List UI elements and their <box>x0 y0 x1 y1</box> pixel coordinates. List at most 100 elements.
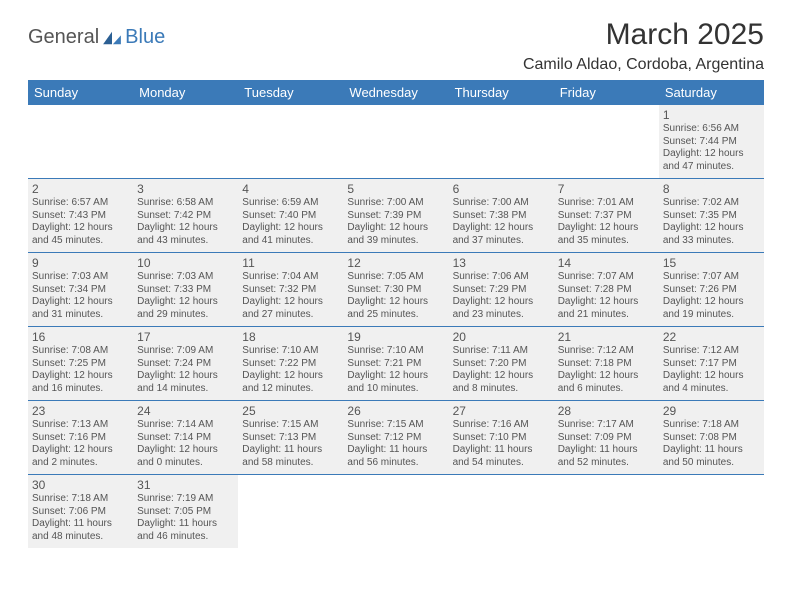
sunset-text: Sunset: 7:37 PM <box>558 210 655 223</box>
daylight-text: and 41 minutes. <box>242 235 339 248</box>
header: General Blue March 2025 Camilo Aldao, Co… <box>28 18 764 74</box>
calendar-cell <box>554 105 659 179</box>
daylight-text: Daylight: 11 hours <box>663 444 760 457</box>
calendar-cell: 14Sunrise: 7:07 AMSunset: 7:28 PMDayligh… <box>554 253 659 327</box>
calendar-cell <box>554 475 659 549</box>
daylight-text: Daylight: 12 hours <box>32 370 129 383</box>
sunset-text: Sunset: 7:24 PM <box>137 358 234 371</box>
daylight-text: and 31 minutes. <box>32 309 129 322</box>
sunset-text: Sunset: 7:12 PM <box>347 432 444 445</box>
day-number: 8 <box>663 182 760 196</box>
daylight-text: and 48 minutes. <box>32 531 129 544</box>
calendar-cell: 4Sunrise: 6:59 AMSunset: 7:40 PMDaylight… <box>238 179 343 253</box>
calendar-cell: 13Sunrise: 7:06 AMSunset: 7:29 PMDayligh… <box>449 253 554 327</box>
calendar-table: SundayMondayTuesdayWednesdayThursdayFrid… <box>28 80 764 548</box>
daylight-text: and 47 minutes. <box>663 161 760 174</box>
daylight-text: Daylight: 12 hours <box>663 148 760 161</box>
sunset-text: Sunset: 7:14 PM <box>137 432 234 445</box>
sunrise-text: Sunrise: 7:11 AM <box>453 345 550 358</box>
day-number: 22 <box>663 330 760 344</box>
day-number: 4 <box>242 182 339 196</box>
daylight-text: and 19 minutes. <box>663 309 760 322</box>
sunrise-text: Sunrise: 7:01 AM <box>558 197 655 210</box>
sunrise-text: Sunrise: 7:03 AM <box>137 271 234 284</box>
sunrise-text: Sunrise: 6:58 AM <box>137 197 234 210</box>
daylight-text: and 8 minutes. <box>453 383 550 396</box>
day-number: 7 <box>558 182 655 196</box>
daylight-text: Daylight: 12 hours <box>453 296 550 309</box>
daylight-text: Daylight: 12 hours <box>347 370 444 383</box>
calendar-cell: 3Sunrise: 6:58 AMSunset: 7:42 PMDaylight… <box>133 179 238 253</box>
calendar-cell <box>449 105 554 179</box>
sunset-text: Sunset: 7:29 PM <box>453 284 550 297</box>
daylight-text: and 56 minutes. <box>347 457 444 470</box>
day-number: 25 <box>242 404 339 418</box>
sunrise-text: Sunrise: 7:18 AM <box>663 419 760 432</box>
daylight-text: Daylight: 12 hours <box>32 222 129 235</box>
sunrise-text: Sunrise: 6:57 AM <box>32 197 129 210</box>
daylight-text: and 25 minutes. <box>347 309 444 322</box>
sunrise-text: Sunrise: 7:15 AM <box>347 419 444 432</box>
sunrise-text: Sunrise: 7:09 AM <box>137 345 234 358</box>
day-number: 10 <box>137 256 234 270</box>
sunset-text: Sunset: 7:30 PM <box>347 284 444 297</box>
calendar-cell <box>659 475 764 549</box>
calendar-cell: 9Sunrise: 7:03 AMSunset: 7:34 PMDaylight… <box>28 253 133 327</box>
calendar-cell: 12Sunrise: 7:05 AMSunset: 7:30 PMDayligh… <box>343 253 448 327</box>
calendar-row: 9Sunrise: 7:03 AMSunset: 7:34 PMDaylight… <box>28 253 764 327</box>
calendar-cell: 5Sunrise: 7:00 AMSunset: 7:39 PMDaylight… <box>343 179 448 253</box>
calendar-cell: 31Sunrise: 7:19 AMSunset: 7:05 PMDayligh… <box>133 475 238 549</box>
daylight-text: and 16 minutes. <box>32 383 129 396</box>
daylight-text: Daylight: 11 hours <box>558 444 655 457</box>
daylight-text: Daylight: 12 hours <box>137 222 234 235</box>
daylight-text: and 43 minutes. <box>137 235 234 248</box>
daylight-text: and 54 minutes. <box>453 457 550 470</box>
daylight-text: Daylight: 11 hours <box>32 518 129 531</box>
day-number: 1 <box>663 108 760 122</box>
sunrise-text: Sunrise: 6:56 AM <box>663 123 760 136</box>
sunrise-text: Sunrise: 7:00 AM <box>347 197 444 210</box>
daylight-text: and 29 minutes. <box>137 309 234 322</box>
day-number: 28 <box>558 404 655 418</box>
calendar-cell: 16Sunrise: 7:08 AMSunset: 7:25 PMDayligh… <box>28 327 133 401</box>
sunset-text: Sunset: 7:42 PM <box>137 210 234 223</box>
calendar-cell: 1Sunrise: 6:56 AMSunset: 7:44 PMDaylight… <box>659 105 764 179</box>
brand-text-1: General <box>28 26 99 49</box>
sunrise-text: Sunrise: 7:15 AM <box>242 419 339 432</box>
daylight-text: Daylight: 11 hours <box>242 444 339 457</box>
daylight-text: Daylight: 12 hours <box>137 444 234 457</box>
calendar-cell: 6Sunrise: 7:00 AMSunset: 7:38 PMDaylight… <box>449 179 554 253</box>
sunrise-text: Sunrise: 7:06 AM <box>453 271 550 284</box>
calendar-cell <box>238 105 343 179</box>
sunset-text: Sunset: 7:16 PM <box>32 432 129 445</box>
calendar-row: 2Sunrise: 6:57 AMSunset: 7:43 PMDaylight… <box>28 179 764 253</box>
day-number: 9 <box>32 256 129 270</box>
sunset-text: Sunset: 7:10 PM <box>453 432 550 445</box>
daylight-text: and 39 minutes. <box>347 235 444 248</box>
calendar-cell: 15Sunrise: 7:07 AMSunset: 7:26 PMDayligh… <box>659 253 764 327</box>
daylight-text: Daylight: 12 hours <box>32 296 129 309</box>
brand-text-2: Blue <box>125 26 165 49</box>
sunrise-text: Sunrise: 7:12 AM <box>663 345 760 358</box>
daylight-text: and 52 minutes. <box>558 457 655 470</box>
daylight-text: and 35 minutes. <box>558 235 655 248</box>
sunset-text: Sunset: 7:34 PM <box>32 284 129 297</box>
calendar-row: 23Sunrise: 7:13 AMSunset: 7:16 PMDayligh… <box>28 401 764 475</box>
day-number: 30 <box>32 478 129 492</box>
sunset-text: Sunset: 7:06 PM <box>32 506 129 519</box>
sunset-text: Sunset: 7:26 PM <box>663 284 760 297</box>
calendar-cell: 26Sunrise: 7:15 AMSunset: 7:12 PMDayligh… <box>343 401 448 475</box>
location-text: Camilo Aldao, Cordoba, Argentina <box>523 56 764 74</box>
sunset-text: Sunset: 7:25 PM <box>32 358 129 371</box>
day-header: Friday <box>554 80 659 105</box>
sunset-text: Sunset: 7:22 PM <box>242 358 339 371</box>
calendar-cell <box>238 475 343 549</box>
day-header: Monday <box>133 80 238 105</box>
sunset-text: Sunset: 7:43 PM <box>32 210 129 223</box>
sunrise-text: Sunrise: 7:10 AM <box>242 345 339 358</box>
calendar-head: SundayMondayTuesdayWednesdayThursdayFrid… <box>28 80 764 105</box>
daylight-text: Daylight: 12 hours <box>663 222 760 235</box>
daylight-text: Daylight: 12 hours <box>242 370 339 383</box>
daylight-text: and 2 minutes. <box>32 457 129 470</box>
sunrise-text: Sunrise: 6:59 AM <box>242 197 339 210</box>
